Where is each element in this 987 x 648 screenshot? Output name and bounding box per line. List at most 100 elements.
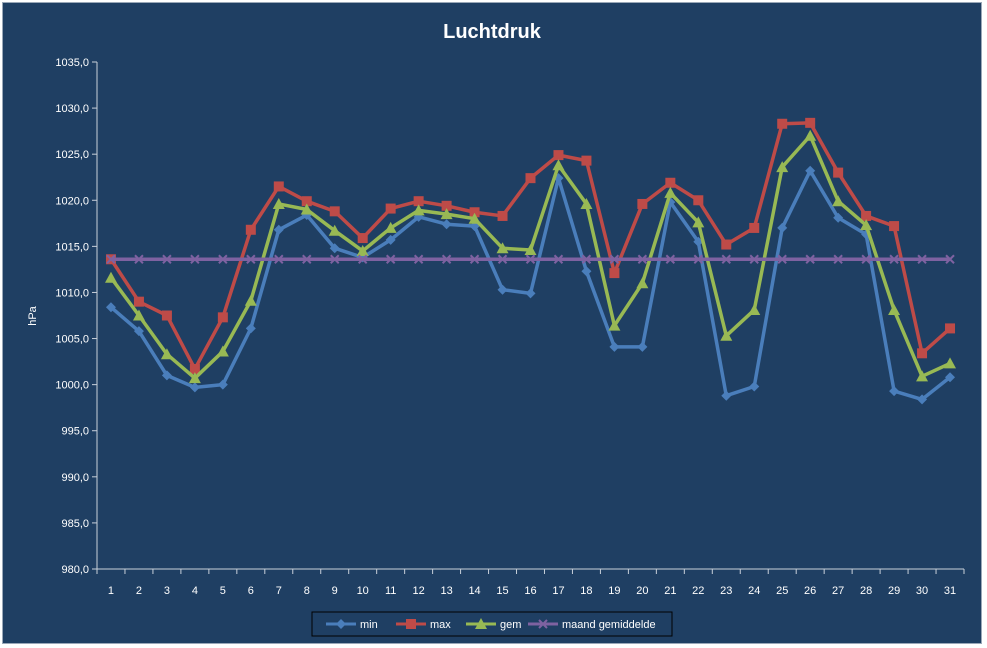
data-point (664, 186, 677, 198)
data-point (245, 323, 256, 334)
legend-marker (475, 618, 487, 629)
data-point (246, 254, 256, 264)
data-point (357, 254, 368, 264)
y-tick-label: 980,0 (61, 564, 89, 576)
x-tick-label: 9 (332, 585, 338, 597)
legend: min max gem maand gemiddelde (311, 611, 673, 637)
data-point (637, 254, 648, 264)
series-maand-gemiddelde (106, 254, 955, 264)
y-tick-label: 1020,0 (55, 195, 89, 207)
x-tick-label: 22 (692, 585, 704, 597)
data-point (832, 195, 845, 207)
data-point (889, 221, 900, 232)
legend-marker (406, 619, 416, 629)
x-tick-label: 29 (888, 585, 900, 597)
x-tick-label: 25 (776, 585, 788, 597)
data-point (469, 254, 480, 264)
data-point (497, 284, 508, 295)
data-point (245, 224, 256, 235)
data-point (693, 195, 704, 206)
data-point (412, 204, 425, 216)
legend-item: max (396, 619, 451, 631)
data-point (945, 254, 955, 264)
data-point (329, 206, 340, 217)
data-point (302, 254, 312, 264)
x-tick-label: 3 (164, 585, 170, 597)
data-point (329, 243, 340, 254)
data-point (665, 177, 676, 188)
data-point (805, 254, 815, 264)
legend-label: min (360, 619, 378, 631)
data-point (272, 197, 285, 209)
data-point (692, 216, 705, 228)
data-point (273, 181, 284, 192)
data-point (552, 159, 565, 171)
data-point (693, 254, 704, 264)
data-point (244, 294, 257, 306)
data-point (161, 310, 172, 321)
x-tick-label: 2 (136, 585, 142, 597)
x-tick-label: 24 (748, 585, 760, 597)
x-tick-label: 21 (664, 585, 676, 597)
y-tick-label: 990,0 (61, 472, 89, 484)
series-line (109, 133, 951, 380)
data-point (553, 150, 564, 161)
data-point (581, 254, 592, 264)
data-point (749, 381, 760, 392)
data-point (916, 370, 929, 382)
data-point (104, 271, 117, 283)
data-point (413, 196, 424, 207)
x-tick-label: 7 (276, 585, 282, 597)
series-gem (104, 129, 957, 384)
chart-title: Luchtdruk (443, 21, 542, 43)
data-point (525, 173, 536, 184)
data-point (384, 221, 397, 233)
x-tick-label: 12 (413, 585, 425, 597)
y-tick-label: 1035,0 (55, 57, 89, 69)
data-point (721, 390, 732, 401)
data-point (216, 345, 229, 357)
x-tick-label: 10 (357, 585, 369, 597)
y-tick-label: 1025,0 (55, 149, 89, 161)
data-point (637, 198, 648, 209)
data-point (636, 277, 649, 289)
x-tick-label: 18 (580, 585, 592, 597)
data-point (188, 372, 201, 384)
y-axis-label: hPa (27, 305, 39, 325)
x-tick-label: 14 (468, 585, 480, 597)
data-point (525, 254, 536, 264)
series-line (109, 169, 952, 402)
legend-label: gem (500, 619, 521, 631)
data-point (580, 197, 593, 209)
x-tick-label: 5 (220, 585, 226, 597)
data-point (134, 254, 144, 264)
x-tick-label: 26 (804, 585, 816, 597)
data-point (106, 254, 116, 264)
data-point (804, 129, 817, 141)
data-point (160, 348, 173, 360)
data-point (609, 254, 620, 264)
data-point (524, 244, 537, 256)
x-tick-label: 20 (636, 585, 648, 597)
legend-label: maand gemiddelde (562, 619, 656, 631)
data-point (525, 288, 536, 299)
data-point (497, 254, 508, 264)
data-point (468, 212, 481, 224)
data-point (609, 268, 620, 279)
data-point (413, 254, 424, 264)
data-point (469, 207, 480, 218)
data-point (274, 254, 284, 264)
data-point (300, 203, 313, 215)
data-point (665, 254, 676, 264)
data-point (581, 155, 592, 166)
y-tick-label: 1015,0 (55, 241, 89, 253)
data-point (217, 379, 228, 390)
data-point (497, 210, 508, 221)
data-point (441, 200, 452, 211)
data-point (720, 329, 733, 341)
x-tick-label: 15 (496, 585, 508, 597)
x-tick-label: 16 (524, 585, 536, 597)
data-point (190, 254, 200, 264)
